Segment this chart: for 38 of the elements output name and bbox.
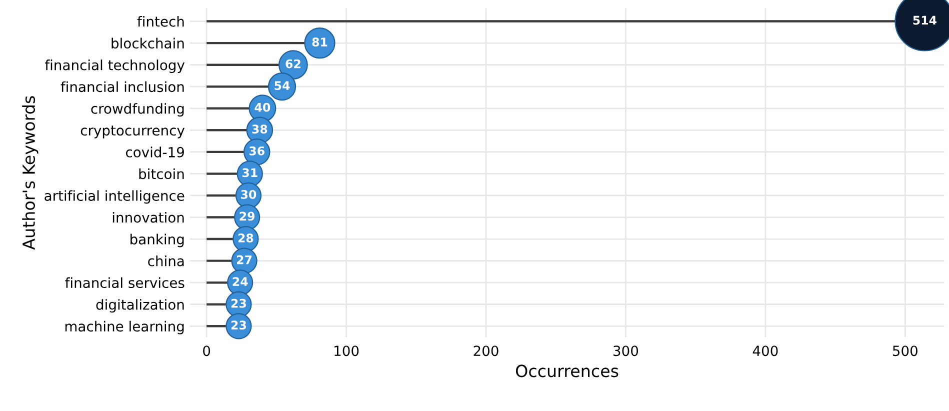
data-label: 38 — [252, 124, 268, 134]
y-tick-label: blockchain — [112, 38, 184, 49]
data-label: 23 — [231, 298, 246, 308]
x-tick-label: 400 — [752, 346, 778, 356]
data-label: 27 — [237, 255, 252, 264]
data-label: 28 — [238, 234, 254, 242]
data-label: 31 — [242, 168, 258, 178]
data-label: 62 — [286, 59, 300, 68]
y-tick-label: digitalization — [96, 299, 184, 313]
data-label: 36 — [249, 146, 264, 156]
y-tick-label: crowdfunding — [91, 103, 184, 117]
y-tick-label: bitcoin — [139, 168, 184, 180]
x-tick-label: 300 — [614, 346, 638, 356]
y-tick-label: financial services — [65, 277, 184, 288]
data-label: 40 — [254, 102, 270, 112]
y-tick-label: cryptocurrency — [80, 126, 185, 138]
data-label: 30 — [241, 190, 256, 199]
y-tick-label: innovation — [112, 212, 184, 223]
y-axis-title: Author's Keywords — [22, 96, 38, 250]
y-tick-label: china — [148, 256, 184, 266]
x-tick-label: 500 — [892, 346, 918, 356]
y-tick-label: artificial intelligence — [44, 190, 184, 204]
x-axis-title: Occurrences — [516, 364, 618, 378]
data-label: 514 — [913, 16, 936, 25]
x-tick-label: 100 — [334, 346, 359, 356]
data-label: 24 — [232, 277, 248, 286]
data-label: 23 — [231, 320, 246, 330]
data-label: 54 — [274, 81, 290, 90]
y-tick-label: covid-19 — [126, 146, 184, 158]
data-label: 81 — [312, 38, 328, 46]
y-tick-label: machine learning — [65, 320, 184, 334]
data-label: 29 — [240, 212, 255, 221]
y-tick-label: banking — [130, 234, 184, 248]
y-tick-label: financial technology — [44, 60, 185, 73]
y-tick-label: financial inclusion — [60, 81, 184, 92]
y-tick-label: fintech — [137, 16, 184, 27]
x-tick-label: 0 — [203, 346, 210, 356]
x-tick-label: 200 — [474, 346, 498, 356]
